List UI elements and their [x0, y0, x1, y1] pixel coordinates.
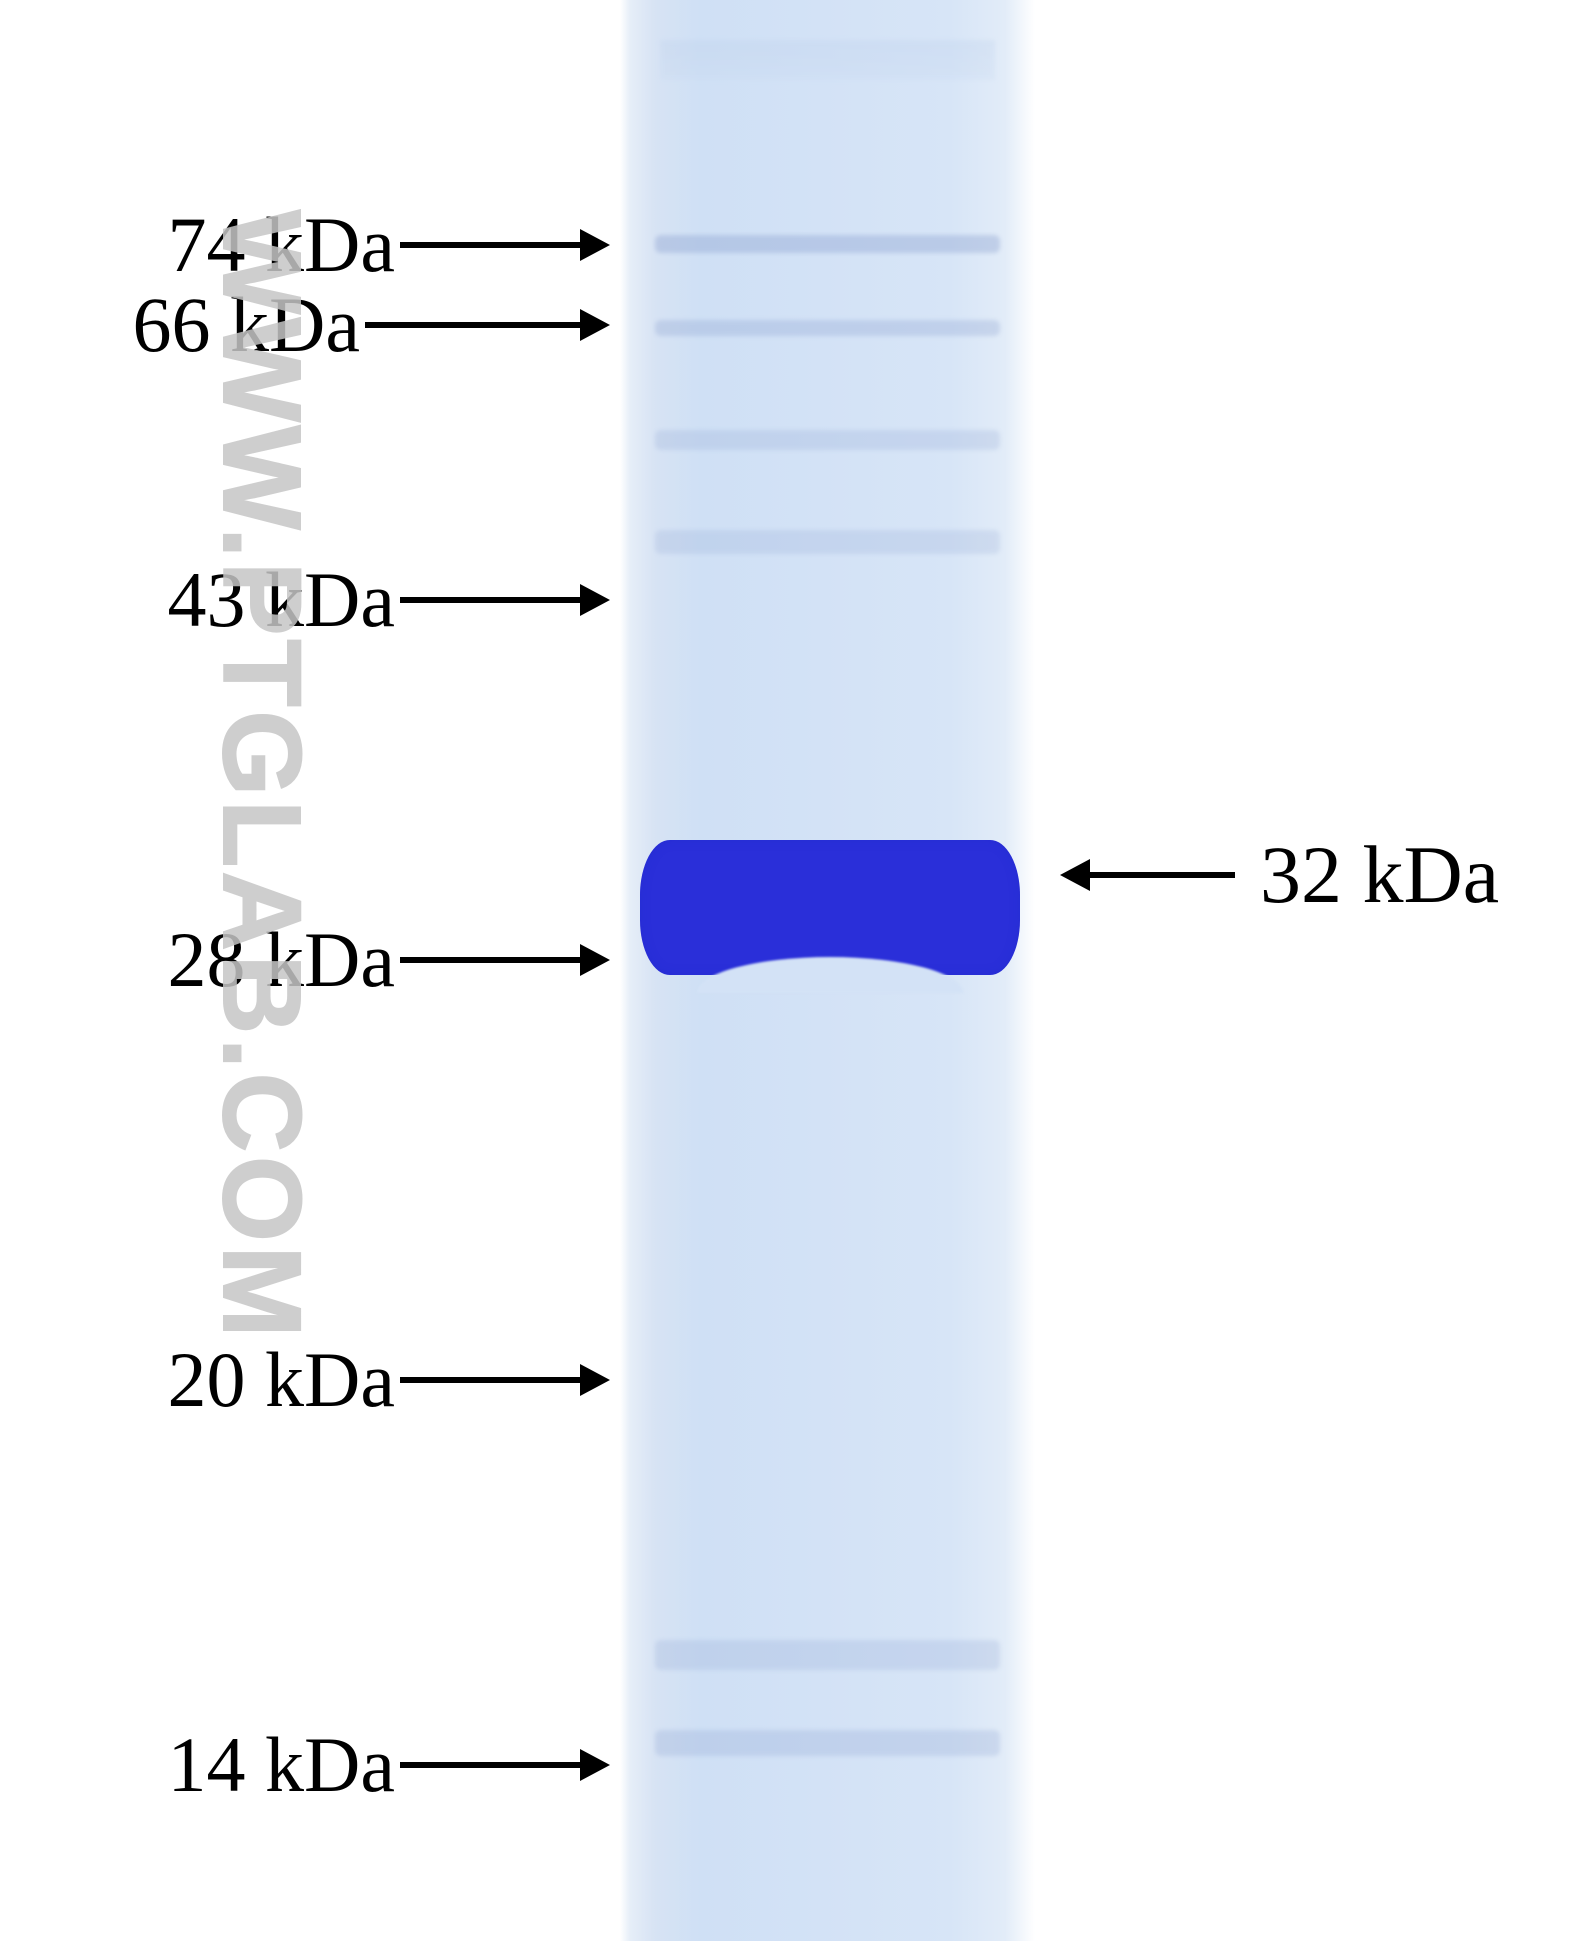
mw-label-74: 74 kDa — [135, 200, 395, 290]
arrow-head-icon — [580, 1364, 610, 1396]
arrow-shaft — [400, 242, 580, 248]
arrow-shaft — [400, 597, 580, 603]
watermark-text: WWW.PTGLAB.COM — [198, 210, 325, 1341]
faint-band-b — [655, 530, 1000, 554]
arrow-shaft — [400, 1377, 580, 1383]
mw-label-66: 66 kDa — [100, 280, 360, 370]
arrow-head-icon — [580, 229, 610, 261]
band-label-32kda: 32 kDa — [1260, 828, 1499, 922]
faint-band-66 — [655, 320, 1000, 336]
arrow-shaft — [1090, 872, 1235, 878]
mw-label-20: 20 kDa — [135, 1335, 395, 1425]
arrow-shaft — [400, 957, 580, 963]
arrow-head-icon — [580, 309, 610, 341]
mw-label-14: 14 kDa — [135, 1720, 395, 1810]
arrow-head-icon — [1060, 859, 1090, 891]
gel-figure: 74 kDa 66 kDa 43 kDa 28 kDa 20 kDa 14 kD… — [0, 0, 1585, 1941]
faint-band-c — [655, 1640, 1000, 1670]
arrow-shaft — [365, 322, 580, 328]
mw-label-28: 28 kDa — [135, 915, 395, 1005]
arrow-head-icon — [580, 1749, 610, 1781]
faint-band-a — [655, 430, 1000, 450]
mw-label-43: 43 kDa — [135, 555, 395, 645]
arrow-head-icon — [580, 944, 610, 976]
faint-band-74 — [655, 235, 1000, 253]
arrow-head-icon — [580, 584, 610, 616]
faint-band-d — [655, 1730, 1000, 1756]
arrow-shaft — [400, 1762, 580, 1768]
main-band-32kda — [640, 840, 1020, 975]
